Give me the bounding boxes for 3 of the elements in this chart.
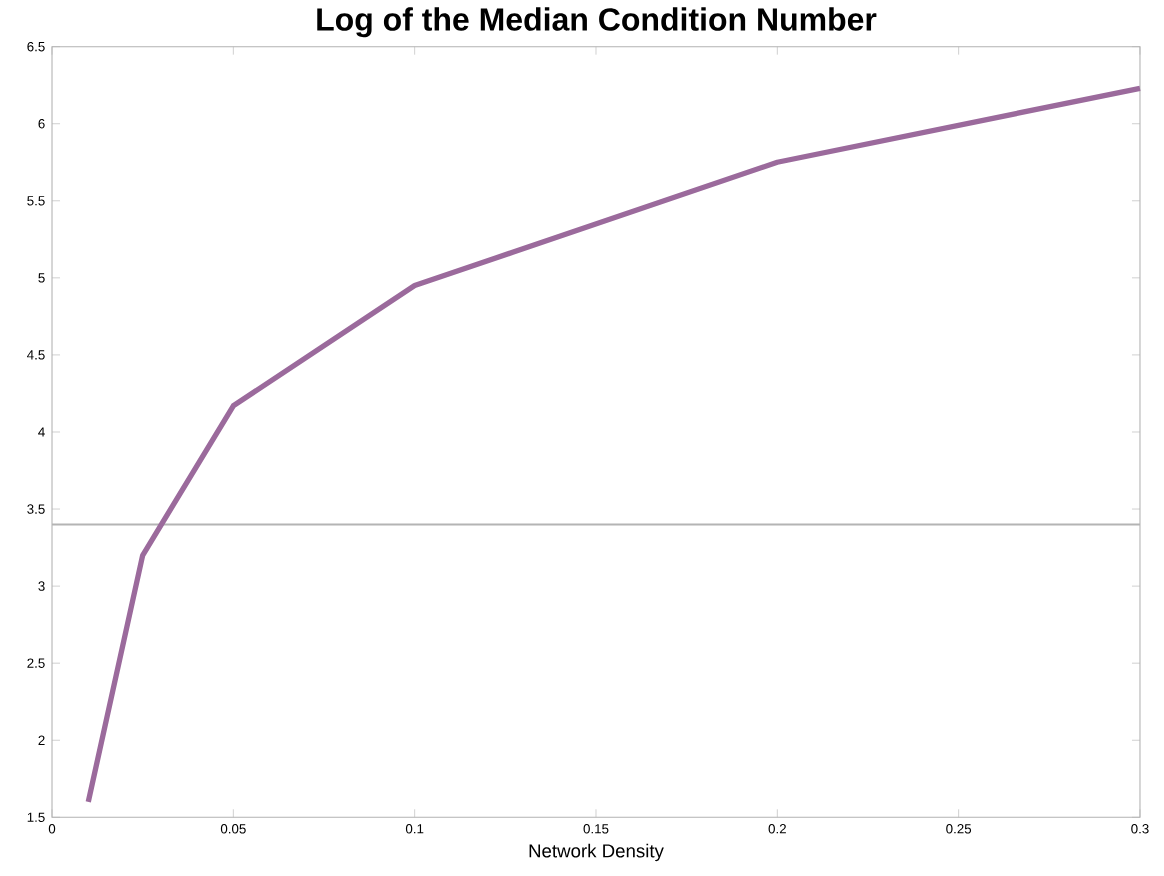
line-series <box>85 85 1143 805</box>
x-axis-title: Network Density <box>529 843 664 862</box>
chart-title: Log of the Median Condition Number <box>317 7 877 38</box>
